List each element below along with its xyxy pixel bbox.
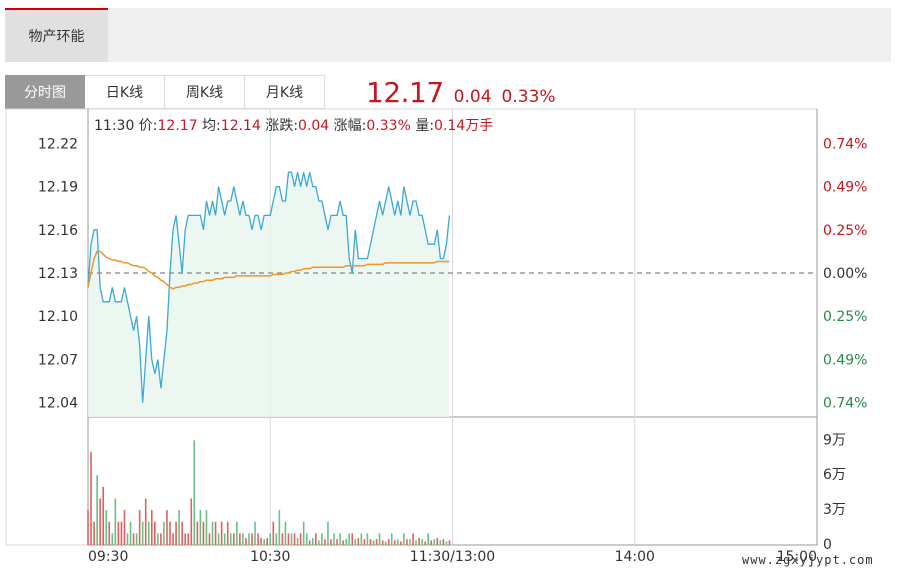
price-tick-label: 12.04 xyxy=(38,396,78,412)
time-tick-label: 14:00 xyxy=(615,549,655,565)
price-line xyxy=(87,171,451,403)
percent-tick-label: 0.74% xyxy=(823,396,867,412)
intraday-chart: 12.22 12.19 12.16 12.13 12.10 12.07 12.04 0.74… xyxy=(5,108,874,567)
time-tick-label: 09:30 xyxy=(88,549,128,565)
price-tick-label: 12.10 xyxy=(38,309,78,325)
info-bar-part: 涨幅: xyxy=(329,118,366,134)
time-axis-labels: 09:30 10:30 11:30/13:00 14:00 15:00 xyxy=(88,549,817,565)
volume-bars xyxy=(87,440,451,545)
volume-tick-label: 3万 xyxy=(823,502,846,518)
price-change: 0.04 xyxy=(453,87,492,107)
info-bar-part: 0.33% xyxy=(366,118,410,134)
tab-monthly-k[interactable]: 月K线 xyxy=(245,75,325,109)
info-bar-part: 涨跌: xyxy=(261,118,298,134)
time-tick-label: 10:30 xyxy=(250,549,290,565)
average-line xyxy=(87,250,450,290)
stock-name-tab[interactable]: 物产环能 xyxy=(5,8,108,62)
tab-weekly-k[interactable]: 周K线 xyxy=(165,75,245,109)
time-tick-label: 11:30/13:00 xyxy=(410,549,495,565)
info-bar-part: 0.04 xyxy=(298,118,329,134)
volume-tick-label: 9万 xyxy=(823,432,846,448)
chart-tabs: 分时图 日K线 周K线 月K线 xyxy=(5,75,325,109)
volume-tick-label: 6万 xyxy=(823,467,846,483)
time-tick-label: 15:00 xyxy=(777,549,817,565)
tab-intraday[interactable]: 分时图 xyxy=(5,75,85,109)
price-axis-labels: 12.22 12.19 12.16 12.13 12.10 12.07 12.04 xyxy=(38,136,78,411)
volume-tick-label: 0 xyxy=(823,537,832,553)
price-tick-label: 12.19 xyxy=(38,180,78,196)
info-bar: 11:30 价:12.17 均:12.14 涨跌:0.04 涨幅:0.33% 量… xyxy=(94,118,493,134)
percent-tick-label: 0.25% xyxy=(823,309,867,325)
info-bar-part: 价: xyxy=(139,118,158,134)
tab-daily-k[interactable]: 日K线 xyxy=(85,75,165,109)
price-tick-label: 12.22 xyxy=(38,136,78,152)
percent-axis-labels: 0.74% 0.49% 0.25% 0.00% 0.25% 0.49% 0.74% xyxy=(823,136,867,411)
price-quote: 12.17 0.04 0.33% xyxy=(366,76,556,109)
info-bar-part: 0.14万手 xyxy=(434,118,493,134)
info-bar-part: 量: xyxy=(411,118,434,134)
info-bar-part: 11:30 xyxy=(94,118,139,134)
top-bar: 物产环能 xyxy=(5,8,891,62)
percent-tick-label: 0.00% xyxy=(823,266,867,282)
price-change-pct: 0.33% xyxy=(501,87,556,107)
watermark: www.zgxyjypt.com xyxy=(742,553,874,567)
price-tick-label: 12.13 xyxy=(38,266,78,282)
volume-axis-labels: 9万 6万 3万 0 xyxy=(823,432,846,553)
info-bar-part: 12.17 xyxy=(158,118,198,134)
percent-tick-label: 0.49% xyxy=(823,180,867,196)
price-area-fill xyxy=(88,172,450,417)
percent-tick-label: 0.74% xyxy=(823,136,867,152)
price-tick-label: 12.07 xyxy=(38,352,78,368)
price-tick-label: 12.16 xyxy=(38,223,78,239)
info-bar-part: 均: xyxy=(198,118,221,134)
info-bar-part: 12.14 xyxy=(221,118,261,134)
percent-tick-label: 0.49% xyxy=(823,352,867,368)
percent-tick-label: 0.25% xyxy=(823,223,867,239)
current-price: 12.17 xyxy=(366,76,444,109)
